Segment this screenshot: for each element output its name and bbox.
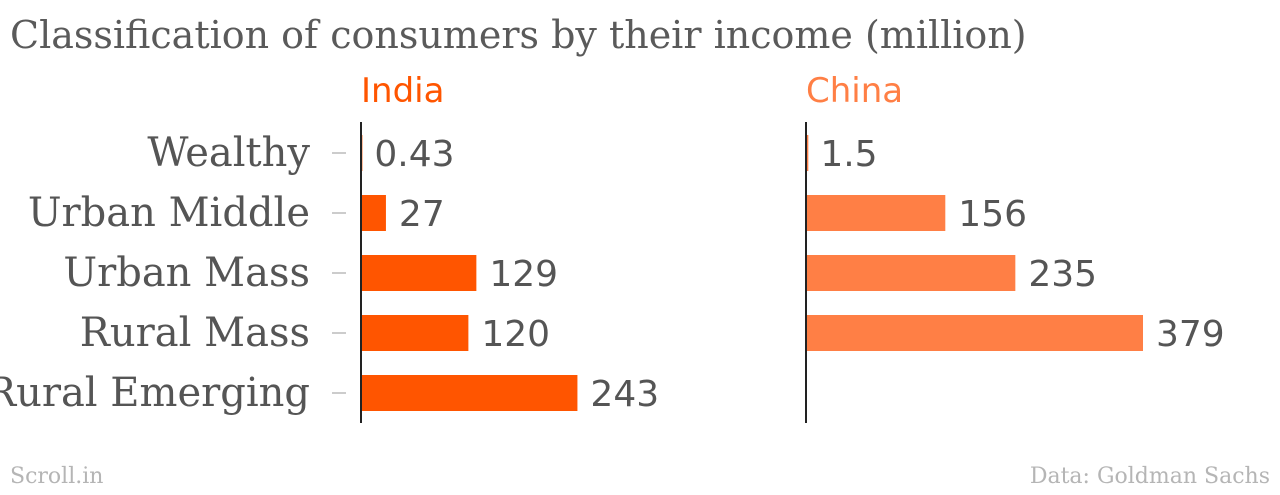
value-label-india-urban-mass: 129 xyxy=(489,254,558,295)
bar-china-urban-mass xyxy=(807,255,1015,291)
value-label-china-rural-mass: 379 xyxy=(1156,314,1225,355)
value-label-india-wealthy: 0.43 xyxy=(374,134,454,175)
footer-source-right: Data: Goldman Sachs xyxy=(1030,464,1270,489)
value-label-china-wealthy: 1.5 xyxy=(820,134,877,175)
panel-label-china: China xyxy=(806,71,903,111)
value-label-india-rural-mass: 120 xyxy=(481,314,550,355)
value-label-india-urban-middle: 27 xyxy=(399,194,445,235)
value-label-india-rural-emerging: 243 xyxy=(590,374,659,415)
bar-india-urban-middle xyxy=(362,195,386,231)
bar-india-urban-mass xyxy=(362,255,476,291)
chart-title: Classification of consumers by their inc… xyxy=(10,13,1027,57)
bar-india-rural-emerging xyxy=(362,375,577,411)
bar-india-rural-mass xyxy=(362,315,468,351)
value-label-china-urban-middle: 156 xyxy=(958,194,1027,235)
value-label-china-urban-mass: 235 xyxy=(1028,254,1097,295)
category-label-rural-emerging: Rural Emerging xyxy=(0,370,310,416)
category-label-rural-mass: Rural Mass xyxy=(80,310,310,356)
footer-source-left: Scroll.in xyxy=(10,464,103,489)
category-label-wealthy: Wealthy xyxy=(147,130,310,176)
category-label-urban-middle: Urban Middle xyxy=(28,190,310,236)
chart-panels: Wealthy Urban Middle Urban Mass Rural Mass R… xyxy=(0,71,1225,423)
panel-label-india: India xyxy=(361,71,444,111)
bar-china-rural-mass xyxy=(807,315,1143,351)
category-label-urban-mass: Urban Mass xyxy=(63,250,310,296)
bar-china-urban-middle xyxy=(807,195,945,231)
bar-china-wealthy xyxy=(807,135,808,171)
